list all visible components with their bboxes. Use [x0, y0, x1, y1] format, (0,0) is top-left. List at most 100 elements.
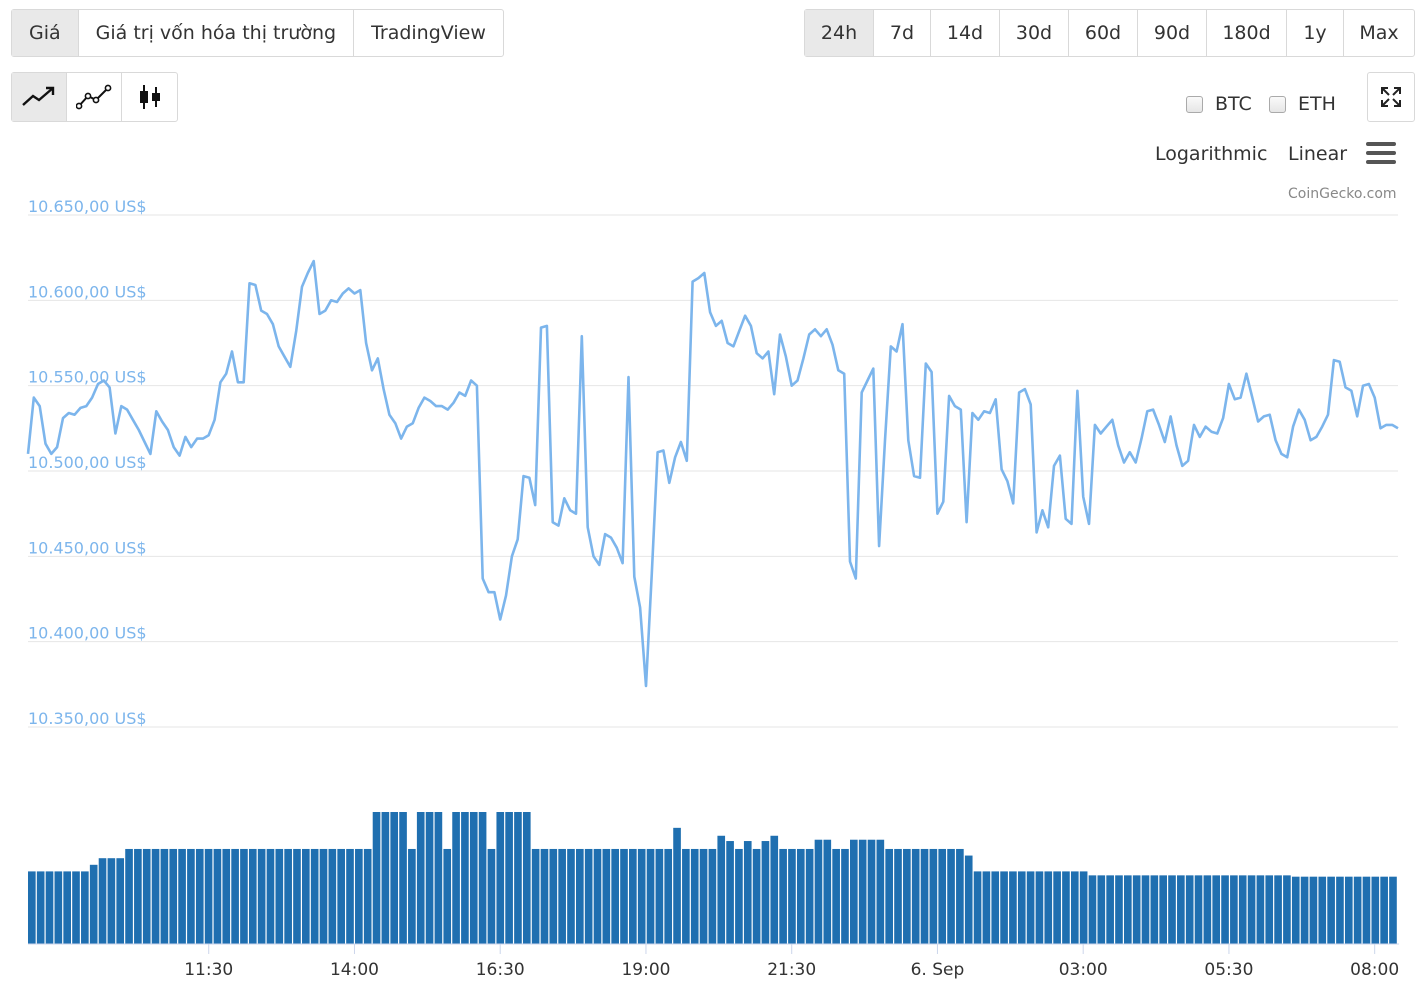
volume-bar	[1115, 875, 1123, 944]
x-tick-label: 6. Sep	[911, 960, 965, 980]
eth-checkbox[interactable]	[1269, 95, 1286, 113]
chart-type-line[interactable]	[12, 73, 67, 121]
compare-eth[interactable]: ETH	[1269, 93, 1336, 115]
volume-bar	[478, 812, 487, 944]
tab-market-cap[interactable]: Giá trị vốn hóa thị trường	[79, 10, 355, 56]
volume-bar	[1212, 875, 1221, 944]
price-series-line	[26, 259, 1399, 688]
volume-bar	[1044, 871, 1053, 944]
volume-bar	[72, 871, 80, 944]
volume-bar	[328, 848, 337, 944]
volume-bar	[991, 871, 1000, 944]
x-tick-label: 11:30	[184, 960, 233, 980]
volume-bar	[867, 839, 876, 944]
range-30d[interactable]: 30d	[1000, 10, 1069, 56]
volume-bar	[195, 848, 204, 944]
volume-bar	[717, 835, 726, 944]
volume-bar	[611, 848, 619, 944]
volume-bar	[310, 848, 319, 944]
volume-bar	[28, 871, 36, 944]
tab-price[interactable]: Giá	[12, 10, 79, 56]
volume-bar	[788, 848, 796, 944]
volume-bar	[1124, 875, 1132, 944]
volume-bar	[36, 871, 45, 944]
range-max[interactable]: Max	[1359, 22, 1399, 44]
range-24h[interactable]: 24h	[805, 10, 874, 56]
range-60d[interactable]: 60d	[1069, 10, 1138, 56]
volume-bar	[1000, 871, 1008, 944]
x-tick-label: 03:00	[1059, 960, 1108, 980]
x-tick-label: 19:00	[621, 960, 670, 980]
grid-lines	[28, 214, 1398, 728]
volume-bar	[89, 864, 98, 944]
volume-bar	[1291, 876, 1300, 944]
range-7d[interactable]: 7d	[874, 10, 931, 56]
volume-bar	[752, 848, 761, 944]
volume-bar	[549, 848, 558, 944]
x-tick-label: 14:00	[330, 960, 379, 980]
volume-bar	[1371, 876, 1380, 944]
volume-bar	[964, 855, 973, 944]
volume-bar	[275, 848, 284, 944]
volume-bar	[1017, 871, 1026, 944]
volume-bar	[699, 848, 708, 944]
volume-bar	[1380, 876, 1388, 944]
range-tabs: 24h 7d 14d 30d 60d 90d 180d 1y Max	[804, 9, 1415, 57]
range-1y[interactable]: 1y	[1287, 10, 1344, 56]
volume-bar	[204, 848, 213, 944]
y-tick-label: 10.450,00 US$	[28, 538, 147, 557]
volume-bar	[346, 848, 354, 944]
volume-bar	[1247, 875, 1256, 944]
volume-bar	[169, 848, 178, 944]
volume-bar	[708, 848, 717, 944]
volume-bar	[682, 848, 690, 944]
volume-bar	[1309, 876, 1318, 944]
volume-bar	[1362, 876, 1371, 944]
volume-bar	[81, 871, 89, 944]
compare-btc[interactable]: BTC	[1186, 93, 1252, 115]
volume-bar	[1221, 875, 1229, 944]
tab-tradingview[interactable]: TradingView	[371, 22, 486, 44]
volume-bar	[399, 812, 407, 944]
chart-type-candlestick[interactable]	[122, 73, 177, 121]
view-tabs: Giá Giá trị vốn hóa thị trường TradingVi…	[11, 9, 504, 57]
volume-bar	[125, 848, 133, 944]
volume-bar	[903, 848, 911, 944]
volume-bar	[1079, 871, 1088, 944]
expand-button[interactable]	[1367, 72, 1415, 122]
volume-bar	[355, 848, 363, 944]
chart-credit[interactable]: CoinGecko.com	[1288, 186, 1397, 202]
volume-bar	[1389, 876, 1397, 944]
volume-bar	[257, 848, 266, 944]
volume-bar	[894, 848, 902, 944]
volume-bar	[1009, 871, 1017, 944]
hamburger-menu-icon[interactable]	[1366, 142, 1396, 168]
scale-linear[interactable]: Linear	[1288, 143, 1348, 165]
volume-bar	[1141, 875, 1150, 944]
volume-bar	[576, 848, 584, 944]
scale-logarithmic[interactable]: Logarithmic	[1155, 143, 1268, 165]
volume-bar	[1035, 871, 1044, 944]
volume-bar	[1336, 876, 1344, 944]
volume-bar	[284, 848, 292, 944]
volume-bar	[823, 839, 832, 944]
volume-bar	[1230, 875, 1238, 944]
volume-bar	[1088, 875, 1097, 944]
y-tick-label: 10.650,00 US$	[28, 197, 147, 216]
volume-bar	[134, 848, 142, 944]
range-14d[interactable]: 14d	[931, 10, 1000, 56]
btc-checkbox[interactable]	[1186, 95, 1203, 113]
volume-bar	[1274, 875, 1282, 944]
volume-bar	[584, 848, 593, 944]
volume-bar	[416, 812, 425, 944]
range-180d[interactable]: 180d	[1207, 10, 1287, 56]
range-90d[interactable]: 90d	[1138, 10, 1207, 56]
volume-bar	[761, 841, 770, 944]
volume-bar	[293, 848, 301, 944]
volume-bar	[461, 812, 469, 944]
volume-bar	[514, 812, 522, 944]
volume-bar	[487, 848, 496, 944]
volume-bar	[240, 848, 248, 944]
chart-type-point-line[interactable]	[67, 73, 122, 121]
volume-bar	[381, 812, 390, 944]
